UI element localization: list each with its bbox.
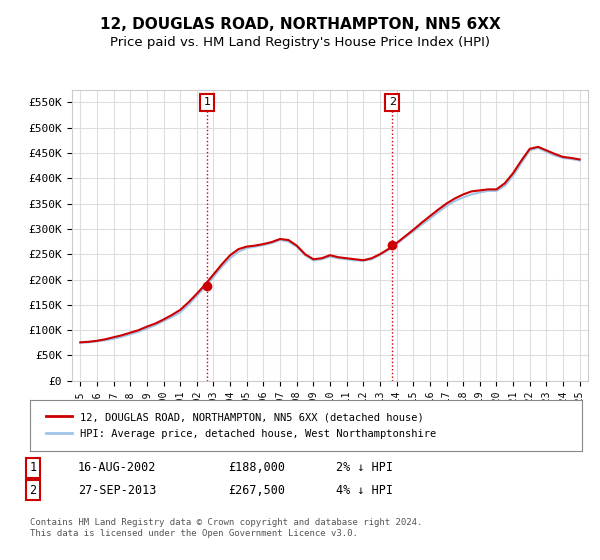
Text: Price paid vs. HM Land Registry's House Price Index (HPI): Price paid vs. HM Land Registry's House … xyxy=(110,36,490,49)
Text: 12, DOUGLAS ROAD, NORTHAMPTON, NN5 6XX: 12, DOUGLAS ROAD, NORTHAMPTON, NN5 6XX xyxy=(100,17,500,32)
Legend: 12, DOUGLAS ROAD, NORTHAMPTON, NN5 6XX (detached house), HPI: Average price, det: 12, DOUGLAS ROAD, NORTHAMPTON, NN5 6XX (… xyxy=(41,407,442,444)
Text: £188,000: £188,000 xyxy=(228,461,285,474)
Text: 16-AUG-2002: 16-AUG-2002 xyxy=(78,461,157,474)
Text: 2: 2 xyxy=(389,97,396,108)
Text: 2: 2 xyxy=(29,483,37,497)
Text: 2% ↓ HPI: 2% ↓ HPI xyxy=(336,461,393,474)
Text: 4% ↓ HPI: 4% ↓ HPI xyxy=(336,483,393,497)
Text: 1: 1 xyxy=(203,97,211,108)
Text: Contains HM Land Registry data © Crown copyright and database right 2024.
This d: Contains HM Land Registry data © Crown c… xyxy=(30,518,422,538)
Text: 27-SEP-2013: 27-SEP-2013 xyxy=(78,483,157,497)
Text: 1: 1 xyxy=(29,461,37,474)
Text: £267,500: £267,500 xyxy=(228,483,285,497)
